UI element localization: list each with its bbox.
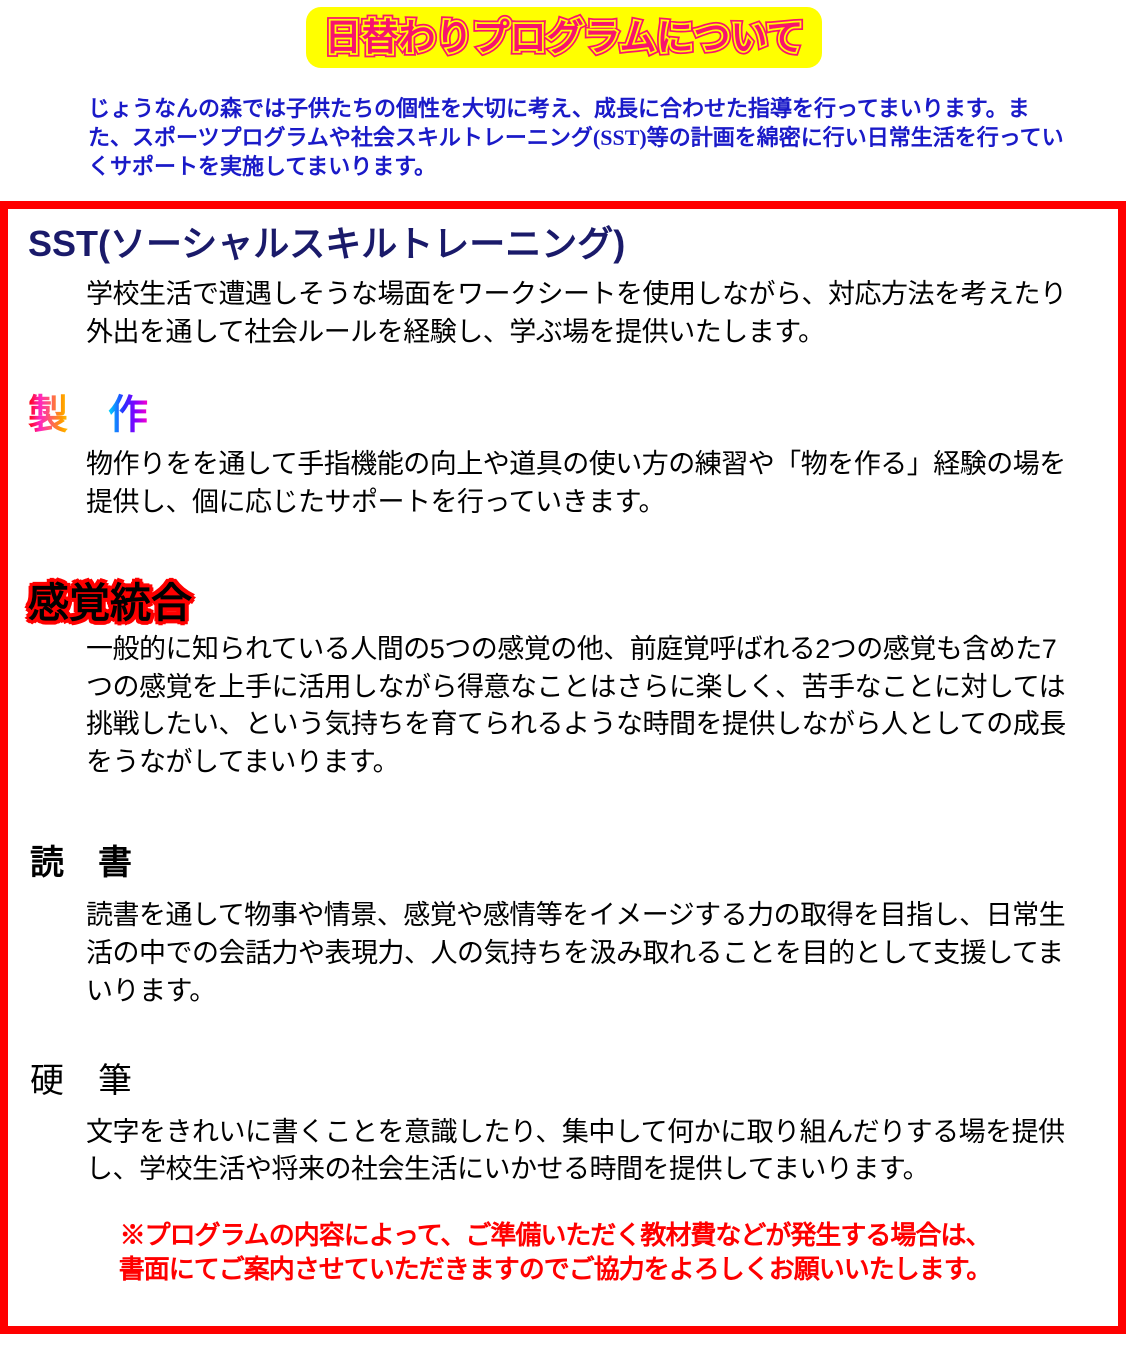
footer-note-line2: 書面にてご案内させていただきますのでご協力をよろしくお願いいたします。 — [118, 1253, 992, 1284]
section-body-seisaku: 物作りをを通して手指機能の向上や道具の使い方の練習や「物を作る」経験の場を提供し… — [86, 449, 1066, 517]
page-title-outline-layer: 日替わりプログラムについて — [321, 16, 807, 60]
footer-note: ※プログラムの内容によって、ご準備いただく教材費などが発生する場合は、 書面にて… — [22, 1219, 1088, 1287]
page-title-gap-layer: 日替わりプログラムについて — [323, 17, 805, 58]
section-heading-sst: SST(ソーシャルスキルトレーニング) — [28, 223, 626, 265]
page-title: 日替わりプログラムについて — [324, 17, 804, 58]
section-body-kohitsu: 文字をきれいに書くことを意識したり、集中して何かに取り組んだりする場を提供し、学… — [86, 1116, 1065, 1185]
section-heading-kohitsu: 硬 筆 — [30, 1063, 132, 1101]
title-banner-text-stack: 日替わりプログラムについて 日替わりプログラムについて 日替わりプログラムについ… — [321, 16, 807, 60]
section-heading-seisaku: 製 作 — [28, 393, 148, 438]
section-body-sst: 学校生活で遭遇しそうな場面をワークシートを使用しながら、対応方法を考えたり外出を… — [86, 279, 1067, 348]
intro-paragraph: じょうなんの森では子供たちの個性を大切に考え、成長に合わせた指導を行ってまいりま… — [88, 96, 1064, 180]
section-heading-dokusho: 読 書 — [30, 845, 132, 882]
section-heading-kankaku-togo: 感覚統合 — [28, 579, 192, 626]
footer-note-line1: ※プログラムの内容によって、ご準備いただく教材費などが発生する場合は、 — [119, 1220, 992, 1251]
section-body-dokusho: 読書を通して物事や情景、感覚や感情等をイメージする力の取得を目指し、日常生活の中… — [86, 900, 1066, 1006]
program-box: SST(ソーシャルスキルトレーニング) 学校生活で遭遇しそうな場面をワークシート… — [0, 201, 1126, 1335]
section-body-kankaku-togo: 一般的に知られている人間の5つの感覚の他、前庭覚呼ばれる2つの感覚も含めた7つの… — [86, 633, 1066, 778]
title-banner: 日替わりプログラムについて 日替わりプログラムについて 日替わりプログラムについ… — [306, 7, 822, 68]
